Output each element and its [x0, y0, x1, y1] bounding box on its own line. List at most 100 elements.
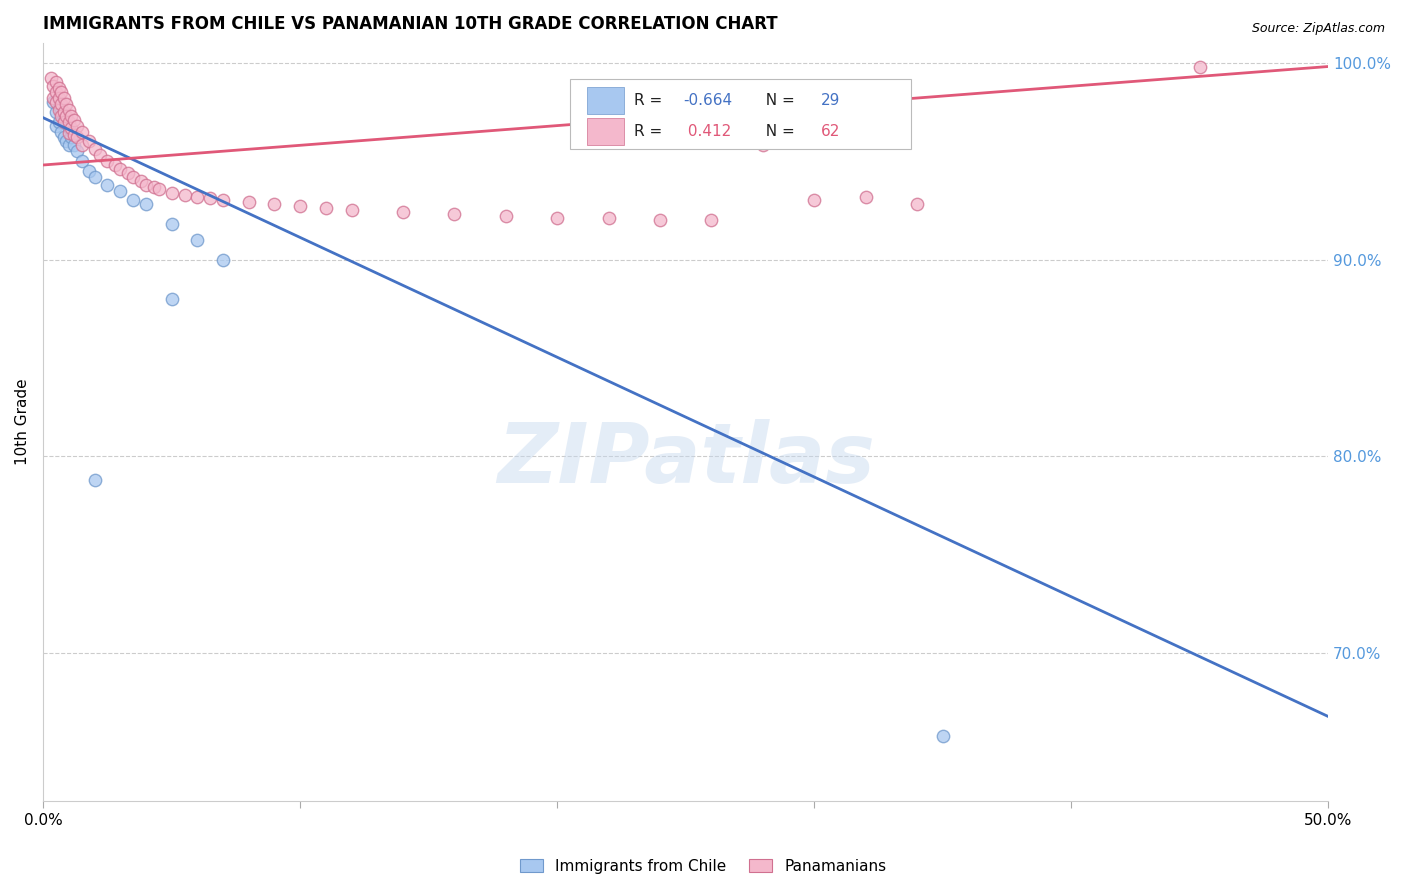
Point	[51, 109, 73, 123]
Point	[55, 109, 77, 123]
Point	[855, 189, 877, 203]
Point	[160, 186, 183, 200]
Point	[51, 85, 73, 99]
Point	[55, 134, 77, 148]
Point	[45, 85, 67, 99]
Point	[135, 178, 157, 192]
Point	[1188, 60, 1211, 74]
Point	[52, 130, 75, 145]
Text: 0.412: 0.412	[683, 124, 731, 139]
Point	[58, 127, 80, 141]
Point	[70, 124, 93, 138]
Point	[48, 99, 70, 113]
Text: Source: ZipAtlas.com: Source: ZipAtlas.com	[1251, 22, 1385, 36]
Point	[58, 120, 80, 135]
Point	[135, 197, 157, 211]
Point	[443, 207, 465, 221]
Point	[55, 97, 77, 112]
Point	[45, 119, 67, 133]
Point	[290, 199, 312, 213]
Point	[63, 138, 86, 153]
Point	[58, 114, 80, 128]
Point	[83, 473, 105, 487]
Text: -0.664: -0.664	[683, 93, 733, 108]
Point	[63, 112, 86, 127]
Point	[45, 104, 67, 119]
Point	[58, 138, 80, 153]
Point	[48, 114, 70, 128]
Point	[79, 134, 101, 148]
Point	[96, 154, 118, 169]
Point	[60, 120, 83, 135]
Point	[752, 138, 775, 153]
Point	[89, 148, 111, 162]
Point	[122, 169, 145, 184]
Point	[42, 79, 65, 94]
Point	[48, 81, 70, 95]
Point	[70, 154, 93, 169]
Legend: Immigrants from Chile, Panamanians: Immigrants from Chile, Panamanians	[513, 853, 893, 880]
Point	[70, 138, 93, 153]
Point	[186, 189, 208, 203]
Point	[905, 197, 928, 211]
Point	[79, 164, 101, 178]
Point	[42, 95, 65, 109]
Point	[263, 197, 285, 211]
Point	[55, 114, 77, 128]
Point	[52, 91, 75, 105]
Point	[60, 109, 83, 123]
Point	[65, 119, 87, 133]
Point	[51, 97, 73, 112]
Point	[45, 75, 67, 89]
Point	[340, 203, 363, 218]
Text: R =: R =	[634, 93, 668, 108]
Point	[212, 194, 235, 208]
Point	[42, 91, 65, 105]
Point	[186, 233, 208, 247]
Point	[65, 130, 87, 145]
Text: ZIPatlas: ZIPatlas	[496, 419, 875, 500]
Point	[104, 158, 127, 172]
Point	[122, 194, 145, 208]
Point	[931, 729, 953, 743]
Point	[48, 91, 70, 105]
Point	[117, 166, 139, 180]
Point	[803, 194, 825, 208]
Point	[148, 181, 170, 195]
Point	[51, 124, 73, 138]
Point	[700, 213, 723, 227]
Y-axis label: 10th Grade: 10th Grade	[15, 379, 30, 466]
Point	[83, 169, 105, 184]
Point	[546, 211, 568, 226]
Point	[160, 292, 183, 306]
FancyBboxPatch shape	[586, 118, 624, 145]
Point	[39, 71, 62, 86]
Point	[110, 161, 132, 176]
Text: IMMIGRANTS FROM CHILE VS PANAMANIAN 10TH GRADE CORRELATION CHART: IMMIGRANTS FROM CHILE VS PANAMANIAN 10TH…	[44, 15, 778, 33]
Point	[160, 217, 183, 231]
Point	[63, 128, 86, 143]
Point	[51, 104, 73, 119]
Point	[238, 195, 260, 210]
Text: 62: 62	[821, 124, 839, 139]
Point	[110, 184, 132, 198]
FancyBboxPatch shape	[569, 79, 911, 149]
Point	[315, 202, 337, 216]
Point	[129, 174, 152, 188]
Point	[48, 103, 70, 117]
Point	[58, 103, 80, 117]
Point	[212, 252, 235, 267]
Point	[52, 104, 75, 119]
FancyBboxPatch shape	[586, 87, 624, 114]
Point	[52, 114, 75, 128]
Point	[392, 205, 415, 219]
Text: 29: 29	[821, 93, 839, 108]
Point	[83, 142, 105, 156]
Point	[45, 95, 67, 109]
Point	[648, 213, 671, 227]
Point	[598, 211, 620, 226]
Point	[173, 187, 195, 202]
Point	[60, 130, 83, 145]
Text: N =: N =	[756, 124, 800, 139]
Point	[65, 145, 87, 159]
